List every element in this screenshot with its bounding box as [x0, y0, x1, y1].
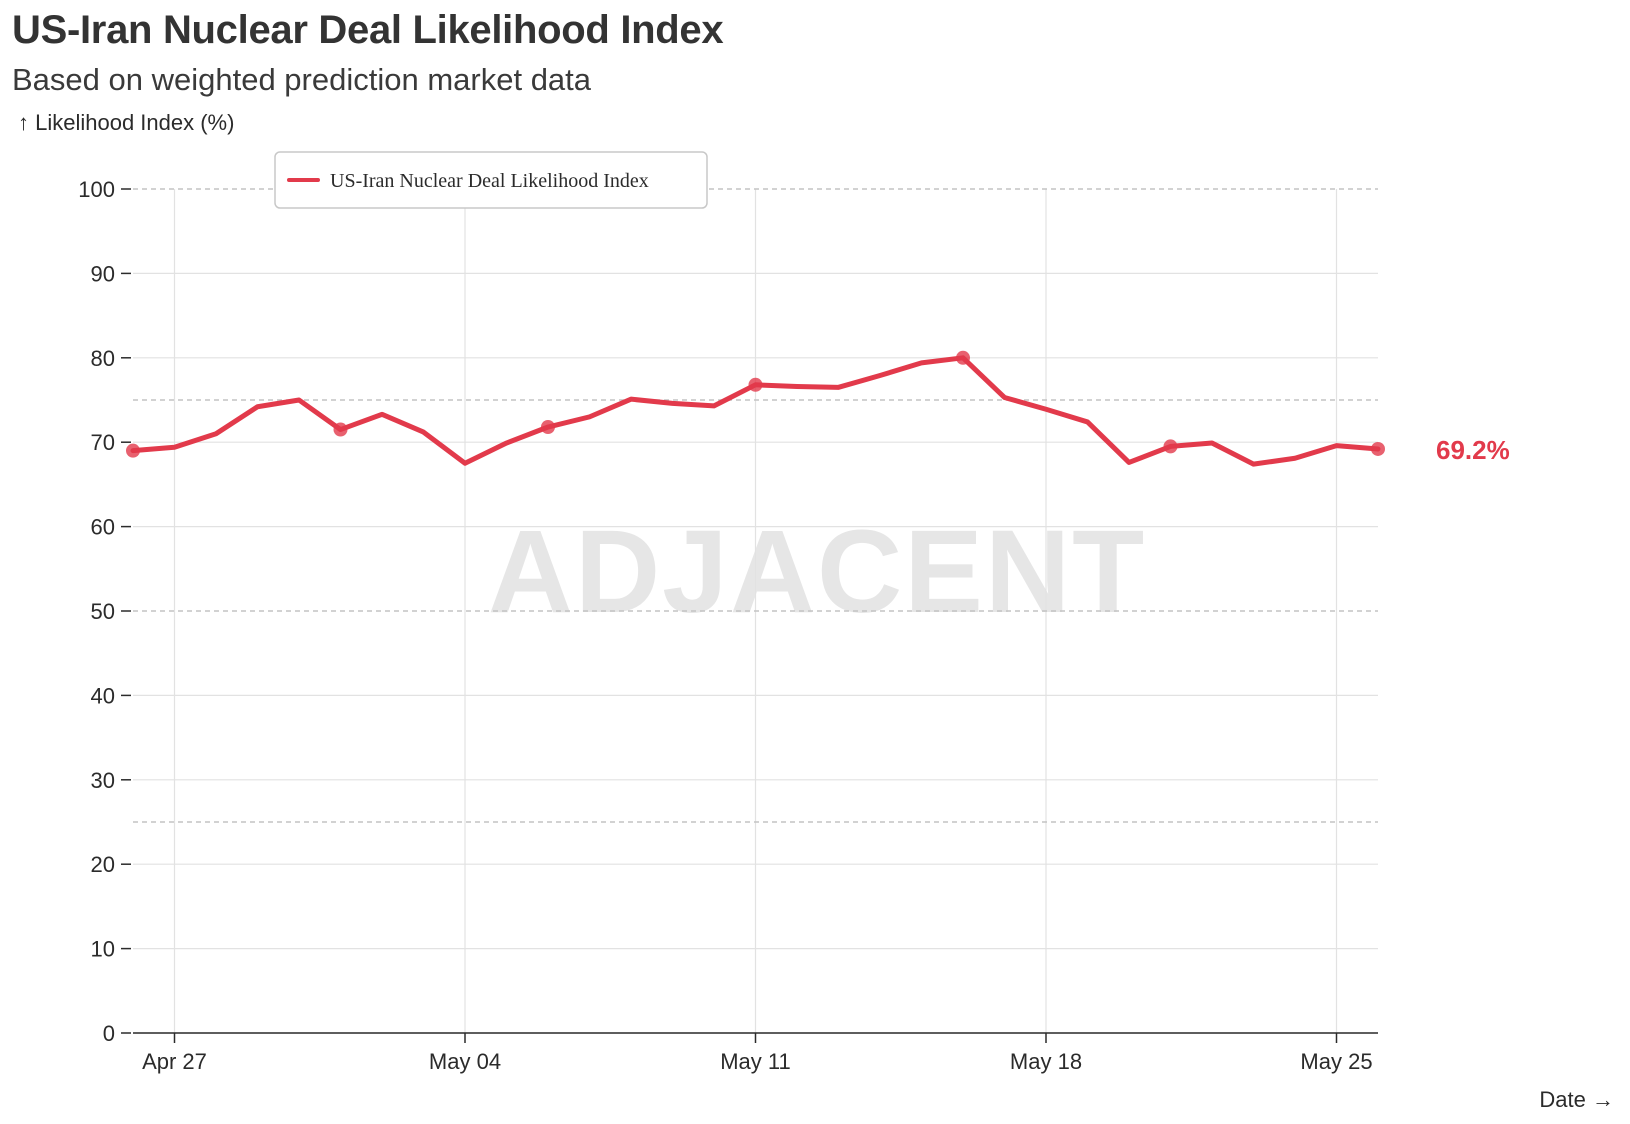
- y-tick: 10: [91, 937, 131, 962]
- last-value-label: 69.2%: [1436, 435, 1510, 465]
- x-tick-label: May 25: [1300, 1049, 1372, 1074]
- data-point: [956, 350, 970, 365]
- x-axis-label: Date →: [1539, 1087, 1614, 1112]
- y-tick: 70: [91, 430, 131, 455]
- y-tick: 30: [91, 768, 131, 793]
- x-tick: May 11: [720, 1033, 791, 1074]
- data-point: [541, 420, 555, 435]
- chart-title: US-Iran Nuclear Deal Likelihood Index: [12, 8, 724, 52]
- grid: [133, 188, 1378, 1034]
- chart-subtitle: Based on weighted prediction market data: [12, 62, 592, 97]
- y-tick-label: 70: [91, 430, 115, 455]
- y-tick-label: 10: [91, 937, 115, 962]
- x-tick-label: Apr 27: [142, 1049, 207, 1074]
- axes: 0 10 20 30 40 50 60 70 80 90 100 Apr 27 May 04 May 11…: [78, 177, 1378, 1074]
- x-tick: May 04: [429, 1033, 501, 1074]
- legend: US-Iran Nuclear Deal Likelihood Index: [274, 151, 708, 209]
- y-tick: 40: [91, 683, 131, 708]
- legend-box: [274, 151, 708, 209]
- data-point: [126, 443, 140, 458]
- watermark: ADJACENT: [488, 506, 1147, 638]
- data-point: [333, 422, 348, 437]
- y-tick-label: 40: [91, 683, 115, 708]
- data-point: [1371, 441, 1385, 456]
- y-tick: 0: [103, 1021, 131, 1046]
- y-axis-label: ↑ Likelihood Index (%): [18, 110, 235, 135]
- series-layer: [126, 350, 1385, 467]
- x-tick: Apr 27: [142, 1033, 207, 1074]
- y-tick-label: 100: [78, 177, 115, 202]
- x-tick: May 25: [1300, 1033, 1373, 1074]
- y-tick-label: 90: [91, 261, 115, 286]
- x-tick-label: May 04: [429, 1049, 501, 1074]
- x-tick-label: May 18: [1010, 1049, 1082, 1074]
- y-tick: 90: [91, 261, 131, 286]
- x-tick: May 18: [1010, 1033, 1082, 1074]
- data-point: [748, 377, 763, 392]
- y-tick-label: 50: [91, 599, 115, 624]
- y-tick: 20: [91, 852, 131, 877]
- y-tick: 50: [91, 599, 131, 624]
- legend-label: US-Iran Nuclear Deal Likelihood Index: [330, 170, 649, 192]
- y-tick-label: 20: [91, 852, 115, 877]
- y-tick: 100: [78, 177, 131, 202]
- y-tick-label: 30: [91, 768, 115, 793]
- y-tick-label: 0: [103, 1021, 115, 1046]
- data-point: [1163, 439, 1178, 454]
- y-tick-label: 80: [91, 346, 115, 371]
- y-tick: 60: [91, 515, 131, 540]
- x-tick-label: May 11: [720, 1049, 791, 1074]
- y-tick-label: 60: [91, 515, 115, 540]
- y-tick: 80: [91, 346, 131, 371]
